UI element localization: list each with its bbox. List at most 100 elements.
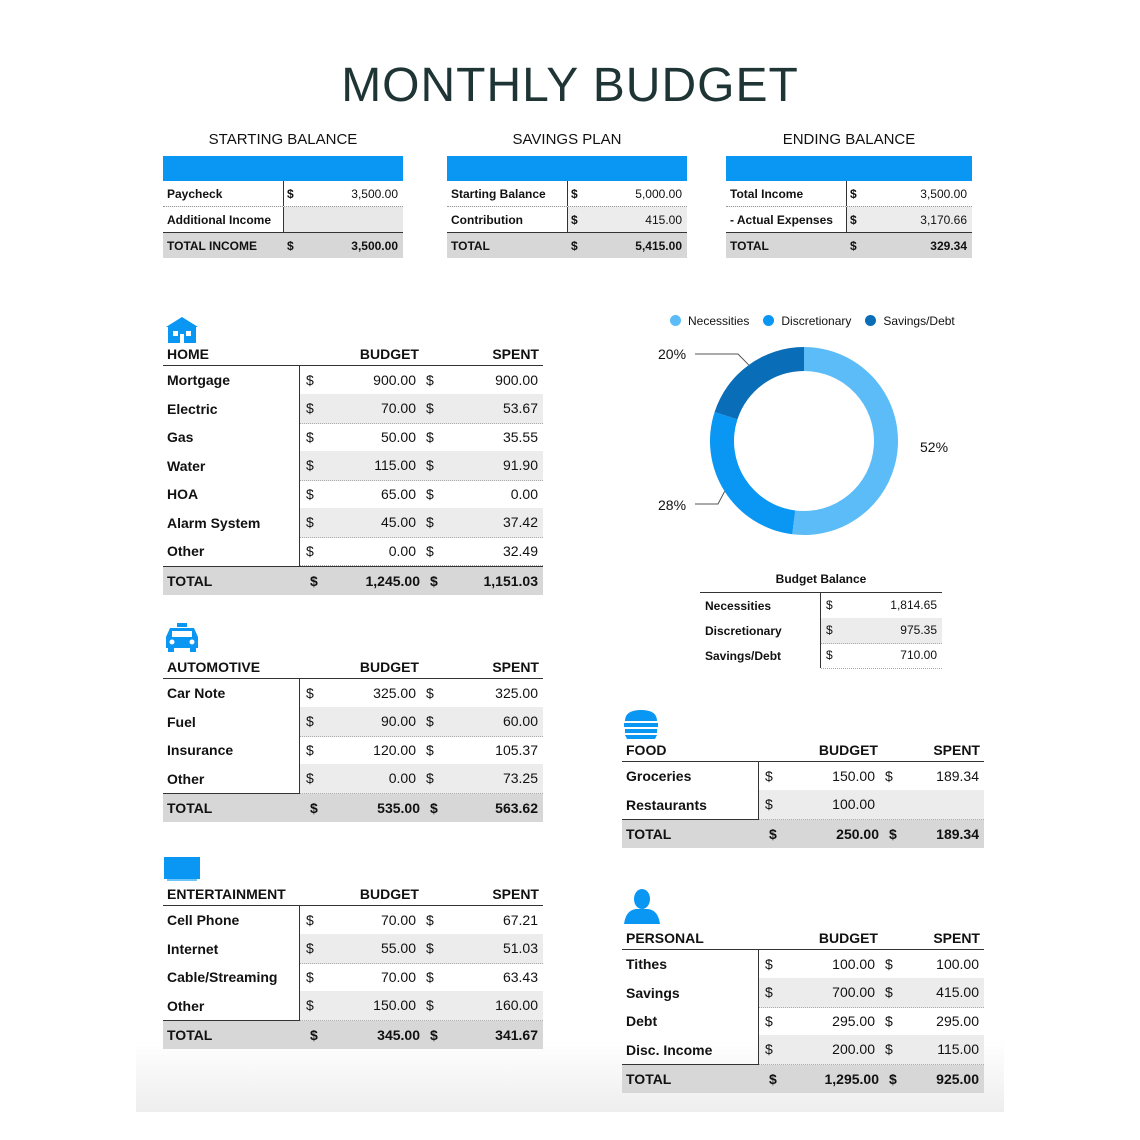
currency-sign: $	[426, 457, 434, 474]
row-cells: $100.00 $100.00	[759, 950, 984, 979]
budget-balance-cells: $975.35	[821, 617, 942, 644]
currency-sign: $	[426, 968, 434, 985]
total-label: TOTAL	[167, 800, 213, 816]
table-row: Fuel $90.00 $60.00	[163, 707, 543, 737]
row-label: Other	[163, 537, 300, 566]
row-label: HOA	[163, 480, 300, 509]
total-row: TOTAL $345.00 $341.67	[163, 1020, 543, 1049]
summary-total-row: TOTAL $329.34	[726, 232, 972, 258]
currency-sign: $	[426, 770, 434, 787]
row-cells: $45.00 $37.42	[300, 508, 543, 538]
row-cells: $70.00 $67.21	[300, 906, 543, 935]
summary-value: 3,500.00	[351, 186, 398, 201]
budget-value: 0.00	[388, 542, 416, 559]
total-row: TOTAL $535.00 $563.62	[163, 793, 543, 822]
spent-value: 73.25	[502, 770, 538, 787]
table-header: HOME BUDGET SPENT	[163, 342, 543, 366]
budget-value: 900.00	[373, 371, 416, 388]
donut-chart: 52% 28% 20%	[658, 346, 948, 535]
row-cells: $150.00 $189.34	[759, 762, 984, 791]
table-row: Internet $55.00 $51.03	[163, 934, 543, 964]
currency-sign: $	[850, 186, 857, 201]
spent-value: 415.00	[936, 984, 979, 1001]
budget-balance-value: 710.00	[900, 648, 937, 662]
row-label: Electric	[163, 394, 300, 423]
total-label: TOTAL	[167, 572, 213, 589]
budget-value: 120.00	[373, 741, 416, 758]
row-label: Cable/Streaming	[163, 963, 300, 992]
row-label: Groceries	[622, 762, 759, 791]
spent-column-header: SPENT	[933, 742, 980, 758]
budget-value: 150.00	[373, 997, 416, 1014]
currency-sign: $	[826, 648, 833, 662]
budget-column-header: BUDGET	[359, 659, 419, 675]
row-label: Tithes	[622, 950, 759, 979]
table-row: Car Note $325.00 $325.00	[163, 679, 543, 708]
summary-value: 5,000.00	[635, 186, 682, 201]
currency-sign: $	[306, 542, 314, 559]
row-cells: $700.00 $415.00	[759, 978, 984, 1008]
summary-total-label: TOTAL	[447, 233, 568, 258]
table-header: AUTOMOTIVE BUDGET SPENT	[163, 655, 543, 679]
slice-percent-label: 28%	[658, 497, 686, 513]
row-cells: $65.00 $0.00	[300, 480, 543, 509]
budget-value: 45.00	[380, 514, 416, 531]
summary-total-label: TOTAL	[726, 233, 847, 258]
budget-balance-value: 975.35	[900, 623, 937, 637]
summary-row: Contribution $415.00	[447, 206, 687, 232]
chart-legend: Necessities Discretionary Savings/Debt	[670, 314, 955, 328]
row-cells: $150.00 $160.00	[300, 991, 543, 1021]
donut-slice-savings-debt	[714, 347, 804, 420]
total-spent-value: 563.62	[495, 800, 538, 816]
currency-sign: $	[426, 911, 434, 928]
row-cells: $0.00 $32.49	[300, 537, 543, 566]
total-budget-value: 1,245.00	[365, 572, 421, 589]
currency-sign: $	[765, 1012, 773, 1029]
currency-sign: $	[310, 572, 318, 589]
currency-sign: $	[306, 485, 314, 502]
budget-balance-table: Budget Balance Necessities $1,814.65 Discr…	[700, 572, 942, 669]
summary-total-value: 5,415.00	[635, 238, 682, 253]
spent-value: 325.00	[495, 684, 538, 701]
spent-column-header: SPENT	[492, 659, 539, 675]
currency-sign: $	[885, 767, 893, 784]
category-title: HOME	[167, 346, 209, 362]
budget-balance-label: Necessities	[700, 593, 821, 618]
donut-slice-necessities	[792, 347, 898, 535]
row-cells: $120.00 $105.37	[300, 736, 543, 765]
spent-value: 60.00	[502, 713, 538, 730]
summary-header-bar	[726, 156, 972, 181]
row-cells: $295.00 $295.00	[759, 1007, 984, 1036]
table-row: Other $150.00 $160.00	[163, 991, 543, 1021]
row-label: Alarm System	[163, 508, 300, 537]
currency-sign: $	[889, 1071, 897, 1087]
currency-sign: $	[426, 542, 434, 559]
legend-item-necessities: Necessities	[670, 314, 749, 328]
currency-sign: $	[306, 997, 314, 1014]
spent-value: 63.43	[502, 968, 538, 985]
summary-empty-cell	[284, 207, 403, 232]
budget-column-header: BUDGET	[359, 886, 419, 902]
currency-sign: $	[850, 212, 857, 227]
table-row: Cell Phone $70.00 $67.21	[163, 906, 543, 935]
spent-value: 53.67	[502, 400, 538, 417]
total-label: TOTAL	[626, 826, 672, 842]
row-label: Internet	[163, 934, 300, 963]
row-label: Car Note	[163, 679, 300, 708]
row-label: Savings	[622, 978, 759, 1007]
currency-sign: $	[306, 968, 314, 985]
row-label: Fuel	[163, 707, 300, 736]
total-spent-value: 925.00	[936, 1071, 979, 1087]
currency-sign: $	[426, 997, 434, 1014]
slice-percent-label: 52%	[920, 439, 948, 455]
currency-sign: $	[765, 767, 773, 784]
spent-column-header: SPENT	[492, 346, 539, 362]
budget-column-header: BUDGET	[818, 742, 878, 758]
spent-value: 35.55	[502, 428, 538, 445]
spent-value: 295.00	[936, 1012, 979, 1029]
spent-column-header: SPENT	[933, 930, 980, 946]
spent-value: 37.42	[502, 514, 538, 531]
summary-label: Paycheck	[163, 181, 284, 206]
total-label: TOTAL	[626, 1071, 672, 1087]
table-row: Insurance $120.00 $105.37	[163, 736, 543, 765]
